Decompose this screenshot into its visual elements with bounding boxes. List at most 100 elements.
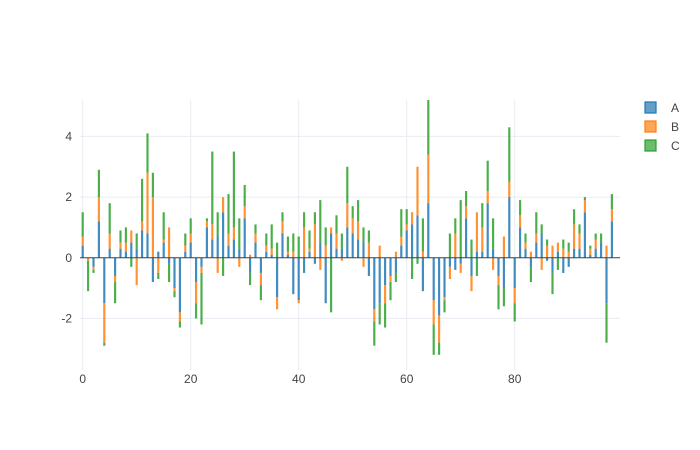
bar-B-60[interactable] [405,224,408,231]
bar-A-80[interactable] [513,257,516,289]
bar-A-53[interactable] [367,257,370,276]
bar-B-69[interactable] [454,233,457,258]
bar-B-59[interactable] [400,236,403,246]
bar-B-43[interactable] [313,224,316,258]
bar-B-68[interactable] [448,266,451,279]
bar-C-9[interactable] [130,257,133,267]
bar-B-4[interactable] [103,303,106,343]
bar-B-50[interactable] [351,218,354,234]
bar-A-45[interactable] [324,257,327,304]
bar-B-18[interactable] [178,312,181,322]
bar-A-62[interactable] [416,215,419,258]
bar-C-70[interactable] [459,200,462,258]
bar-A-85[interactable] [540,233,543,258]
bar-C-55[interactable] [378,303,381,325]
bar-C-67[interactable] [443,300,446,313]
bar-C-28[interactable] [232,151,235,228]
bar-A-17[interactable] [173,257,176,289]
bar-C-32[interactable] [254,224,257,234]
bar-C-94[interactable] [589,245,592,249]
bar-C-31[interactable] [249,272,252,286]
bar-A-39[interactable] [292,257,295,295]
bar-B-6[interactable] [114,275,117,283]
bar-A-91[interactable] [573,248,576,258]
legend-item-B[interactable]: B [644,120,679,134]
bar-C-64[interactable] [427,100,430,155]
bar-C-62[interactable] [416,257,419,264]
bar-A-63[interactable] [421,257,424,292]
bar-A-3[interactable] [97,221,100,258]
bar-A-42[interactable] [308,251,311,258]
bar-A-48[interactable] [340,248,343,258]
bar-C-37[interactable] [281,212,284,222]
bar-B-27[interactable] [227,233,230,246]
bar-A-64[interactable] [427,203,430,258]
bar-C-82[interactable] [524,233,527,243]
bar-C-66[interactable] [438,342,441,355]
bar-C-85[interactable] [540,224,543,234]
bar-B-87[interactable] [551,245,554,258]
bar-B-80[interactable] [513,288,516,304]
bar-C-80[interactable] [513,303,516,322]
bar-A-67[interactable] [443,257,446,298]
bar-B-97[interactable] [605,245,608,258]
bar-A-30[interactable] [243,218,246,258]
bar-B-13[interactable] [151,197,154,258]
bar-B-14[interactable] [157,257,160,273]
bar-A-35[interactable] [270,254,273,258]
bar-A-78[interactable] [502,257,505,289]
bar-C-54[interactable] [373,321,376,346]
bar-C-93[interactable] [583,197,586,201]
bar-C-75[interactable] [486,160,489,192]
legend-item-A[interactable]: A [644,101,679,115]
bar-B-76[interactable] [492,257,495,270]
bar-A-59[interactable] [400,245,403,258]
bar-A-8[interactable] [124,251,127,258]
bar-B-22[interactable] [200,266,203,273]
bar-C-46[interactable] [330,257,333,313]
bar-B-81[interactable] [519,215,522,228]
legend[interactable]: ABC [644,101,680,153]
bar-A-73[interactable] [475,251,478,258]
bar-B-12[interactable] [146,172,149,234]
bar-C-76[interactable] [492,218,495,249]
bar-A-83[interactable] [529,257,532,267]
bar-C-13[interactable] [151,172,154,198]
bar-C-45[interactable] [324,227,327,246]
bar-B-45[interactable] [324,245,327,258]
bar-A-29[interactable] [238,248,241,258]
bar-A-44[interactable] [319,242,322,258]
bar-B-92[interactable] [578,233,581,249]
bar-A-52[interactable] [362,242,365,258]
bar-C-41[interactable] [303,212,306,228]
bar-B-36[interactable] [276,297,279,310]
bar-B-1[interactable] [87,257,90,261]
bar-C-68[interactable] [448,233,451,258]
bar-C-14[interactable] [157,272,160,279]
bar-A-25[interactable] [216,236,219,258]
bar-A-97[interactable] [605,257,608,304]
bar-C-96[interactable] [600,233,603,243]
bar-B-23[interactable] [205,221,208,228]
bar-C-60[interactable] [405,209,408,225]
bar-B-32[interactable] [254,233,257,243]
bar-A-61[interactable] [411,224,414,258]
bar-C-23[interactable] [205,218,208,222]
bar-A-82[interactable] [524,248,527,258]
bar-A-9[interactable] [130,242,133,258]
bar-A-72[interactable] [470,257,473,276]
bar-B-40[interactable] [297,300,300,304]
bar-A-10[interactable] [135,248,138,258]
bar-B-17[interactable] [173,288,176,292]
bar-C-24[interactable] [211,151,214,225]
bar-B-98[interactable] [610,209,613,222]
bar-C-83[interactable] [529,266,532,283]
bar-B-41[interactable] [303,227,306,258]
bar-C-40[interactable] [297,236,300,258]
bar-C-47[interactable] [335,215,338,234]
bar-B-15[interactable] [162,239,165,243]
bar-C-30[interactable] [243,184,246,207]
bar-B-77[interactable] [497,275,500,286]
bar-A-74[interactable] [481,251,484,258]
bar-A-28[interactable] [232,239,235,258]
